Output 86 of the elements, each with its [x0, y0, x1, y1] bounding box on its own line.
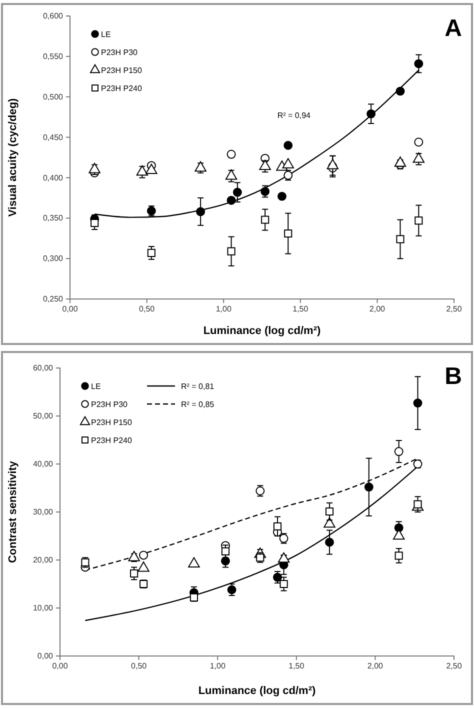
point [261, 216, 270, 224]
legend-label: LE [101, 30, 111, 39]
y-tick-label: 0,450 [42, 132, 64, 142]
point [227, 247, 236, 256]
y-tick-label: 0,350 [42, 214, 64, 223]
y-tick-label: 0,250 [42, 294, 64, 304]
point [325, 538, 334, 547]
point [364, 482, 374, 492]
point [225, 169, 238, 180]
point [194, 161, 206, 172]
point [282, 158, 294, 168]
annotation: R² = 0,94 [277, 110, 312, 120]
point [138, 561, 150, 572]
point [277, 192, 286, 201]
y-tick-label: 0,400 [42, 173, 64, 182]
point [259, 160, 271, 170]
point [366, 109, 376, 118]
y-tick-label: 60,00 [32, 364, 54, 373]
y-tick-label: 0,550 [42, 52, 64, 61]
point [326, 158, 339, 170]
point [226, 196, 236, 205]
x-tick-label: 1,00 [210, 662, 226, 671]
x-tick-label: 1,50 [288, 662, 305, 671]
chart-title: A [444, 15, 462, 42]
point [188, 557, 200, 568]
y-axis-title: Contrast sensitivity [7, 460, 19, 564]
point [324, 517, 336, 528]
x-tick-label: 1,50 [292, 304, 309, 314]
x-axis-title: Luminance (log cd/m²) [203, 325, 321, 337]
point [226, 150, 236, 159]
point [128, 550, 140, 562]
point [394, 552, 403, 560]
y-tick-label: 10,00 [32, 604, 54, 613]
point [284, 229, 292, 238]
legend-label: P23H P150 [91, 418, 132, 427]
point [284, 140, 293, 150]
point [412, 152, 425, 163]
point [147, 248, 156, 257]
point [221, 547, 230, 556]
x-tick-label: 2,50 [446, 304, 462, 314]
y-tick-label: 0,00 [37, 652, 54, 661]
y-tick-label: 0,300 [42, 254, 64, 264]
chart-title: B [444, 363, 462, 390]
legend-label: P23H P30 [101, 48, 138, 57]
y-tick-label: 20,00 [32, 556, 54, 565]
point [88, 162, 100, 174]
x-tick-label: 2,00 [369, 304, 386, 314]
point [392, 529, 405, 540]
point [232, 188, 242, 197]
point [414, 500, 422, 508]
x-tick-label: 1,00 [216, 304, 232, 314]
legend-label: R² = 0,85 [181, 400, 215, 409]
point [220, 556, 230, 566]
y-tick-label: 30,00 [32, 508, 54, 517]
point [396, 86, 405, 96]
point [413, 398, 422, 408]
y-tick-label: 0,600 [42, 12, 64, 21]
legend-label: P23H P240 [101, 84, 142, 93]
y-tick-label: 40,00 [32, 460, 54, 469]
y-tick-label: 50,00 [32, 412, 54, 421]
legend-label: P23H P30 [91, 400, 128, 409]
x-tick-label: 2,50 [446, 662, 462, 671]
point [414, 59, 424, 68]
x-tick-label: 2,00 [367, 662, 384, 671]
legend-label: R² = 0,81 [181, 382, 215, 391]
point [136, 165, 148, 176]
point [394, 447, 404, 456]
x-tick-label: 0,50 [139, 304, 156, 314]
x-tick-label: 0,00 [62, 304, 78, 314]
point [414, 216, 423, 225]
y-tick-label: 0,500 [42, 92, 64, 102]
point [146, 164, 158, 174]
legend-label: LE [91, 382, 101, 391]
point [325, 507, 334, 516]
legend-label: P23H P240 [91, 436, 132, 445]
point [273, 522, 282, 530]
point [414, 138, 424, 147]
x-tick-label: 0,50 [131, 662, 148, 671]
x-axis-title: Luminance (log cd/m²) [198, 685, 316, 697]
point [130, 569, 138, 578]
point [196, 207, 206, 216]
legend-label: P23H P150 [101, 66, 142, 75]
point [280, 580, 288, 588]
point [139, 550, 148, 560]
point [396, 235, 404, 244]
y-axis-title: Visual acuity (cyc/deg) [7, 98, 19, 217]
